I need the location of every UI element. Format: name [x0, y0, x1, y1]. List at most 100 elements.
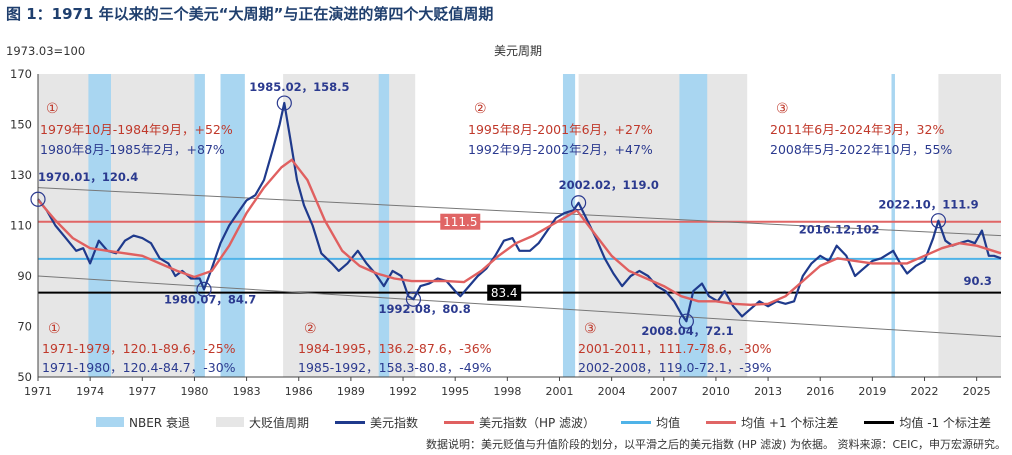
extremum-marker — [405, 291, 422, 307]
trend-lines — [37, 187, 1002, 338]
period-note-depreciation-dxy: 2002-2008，119.0-72.1，-39% — [578, 360, 772, 375]
extremum-label: 1970.01，120.4 — [38, 170, 138, 184]
extremum-label: 1985.02，158.5 — [249, 80, 349, 94]
nber-band — [88, 74, 112, 377]
nber-bands — [88, 74, 895, 377]
legend-label: 均值 +1 个标注差 — [741, 415, 839, 430]
period-note-number: ③ — [584, 321, 597, 337]
period-note-depreciation-dxy: 1971-1980，120.4-84.7，-30% — [42, 360, 236, 375]
legend-swatch — [96, 417, 124, 427]
y-tick-label: 130 — [10, 168, 32, 182]
period-note-number: ① — [46, 101, 59, 117]
x-tick-label: 1995 — [441, 385, 469, 398]
legend-label: 均值 -1 个标注差 — [899, 415, 992, 430]
dxy-series-line — [37, 101, 1002, 323]
deval-band — [578, 74, 748, 377]
nber-band — [679, 74, 708, 377]
legend-label: NBER 衰退 — [129, 415, 190, 430]
period-note-depreciation-dxy: 1985-1992，158.3-80.8，-49% — [298, 360, 492, 375]
legend-item: 均值 — [621, 414, 680, 431]
x-tick-label: 1977 — [128, 385, 156, 398]
x-tick-label: 1992 — [389, 385, 417, 398]
minus-sd-tag-label: 83.4 — [491, 286, 518, 300]
period-note-depreciation-hp: 2001-2011，111.7-78.6，-30% — [578, 341, 772, 356]
figure-title: 图 1：1971 年以来的三个美元“大周期”与正在演进的第四个大贬值周期 — [6, 5, 494, 23]
legend-item: 均值 -1 个标注差 — [864, 414, 991, 431]
period-note-appreciation-hp: 1979年10月-1984年9月，+52% — [40, 122, 233, 137]
extremum-label: 2022.10，111.9 — [878, 198, 978, 212]
x-tick-label: 2013 — [754, 385, 782, 398]
x-tick-label: 2001 — [545, 385, 573, 398]
period-note-appreciation-dxy: 1980年8月-1985年2月，+87% — [40, 142, 225, 157]
period-notes: ① 1979年10月-1984年9月，+52% 1980年8月-1985年2月，+8… — [40, 101, 952, 375]
extremum-label: 1992.08，80.8 — [378, 302, 470, 316]
series-lines — [37, 101, 1002, 323]
extremum-marker — [571, 195, 587, 211]
axes: 50 70 90 110 130 150 170 1971 1974 1977 1980 1983 19… — [6, 44, 1001, 398]
upper-trend-line — [37, 187, 1002, 237]
y-tick-label: 70 — [17, 320, 32, 334]
extremum-marker — [196, 281, 212, 297]
x-tick-label: 2025 — [963, 385, 991, 398]
period-note-depreciation-hp: 1971-1979，120.1-89.6，-25% — [42, 341, 236, 356]
period-note-depreciation-hp: 1984-1995，136.2-87.6，-36% — [298, 341, 492, 356]
deval-band — [938, 74, 1001, 377]
legend-item: NBER 衰退 — [96, 414, 190, 431]
x-tick-label: 2004 — [598, 385, 626, 398]
hp-series-line — [37, 158, 1002, 306]
period-note-number: ① — [48, 321, 61, 337]
chart-title: 美元周期 — [494, 44, 542, 58]
extremum-label: 2016.12,102 — [799, 223, 880, 237]
nber-band — [194, 74, 205, 377]
annotations: 1970.01，120.4 1980.07，84.7 1985.02，158.5 19… — [30, 80, 992, 338]
legend-label: 美元指数 — [369, 415, 418, 430]
x-tick-label: 2022 — [911, 385, 939, 398]
legend-item: 均值 +1 个标注差 — [706, 414, 838, 431]
legend-label: 美元指数（HP 滤波） — [478, 415, 596, 430]
extremum-label: 1980.07，84.7 — [164, 292, 256, 306]
legend-swatch — [443, 420, 474, 424]
x-tick-label: 1974 — [76, 385, 104, 398]
legend-item: 大贬值周期 — [215, 414, 309, 431]
period-note-appreciation-dxy: 1992年9月-2002年2月，+47% — [468, 142, 653, 157]
legend-item: 美元指数（HP 滤波） — [443, 414, 596, 431]
nber-band — [891, 74, 895, 377]
y-tick-label: 170 — [10, 67, 32, 81]
y-tick-label: 150 — [10, 118, 32, 132]
extremum-marker — [678, 313, 694, 329]
plus-sd-tag — [440, 213, 481, 230]
period-note-appreciation-dxy: 2008年5月-2022年10月，55% — [770, 142, 952, 157]
nber-band — [378, 74, 390, 377]
nber-band — [562, 74, 576, 377]
legend-swatch — [334, 420, 365, 424]
deval-bands — [38, 74, 1001, 377]
legend-swatch — [215, 417, 244, 427]
x-tick-label: 1971 — [24, 385, 52, 398]
legend: NBER 衰退 大贬值周期 美元指数 美元指数（HP 滤波） 均值 均值 +1 个标注差 均… — [96, 413, 1012, 431]
extremum-label: 2008.04，72.1 — [641, 324, 733, 338]
lower-trend-line — [37, 275, 1002, 338]
legend-swatch — [706, 420, 737, 424]
x-tick-label: 2019 — [858, 385, 886, 398]
legend-label: 大贬值周期 — [248, 415, 309, 430]
index-base-label: 1973.03=100 — [6, 44, 85, 58]
period-note-number: ③ — [776, 101, 789, 117]
legend-swatch — [621, 420, 652, 424]
period-note-number: ② — [474, 101, 487, 117]
extremum-label: 90.3 — [964, 274, 992, 288]
y-tick-label: 50 — [17, 370, 32, 384]
minus-sd-tag — [487, 284, 522, 301]
plus-sd-tag-label: 111.5 — [443, 215, 477, 229]
footnote: 数据说明：美元贬值与升值阶段的划分，以平滑之后的美元指数 (HP 滤波) 为依据… — [425, 438, 1006, 451]
x-tick-label: 1983 — [233, 385, 261, 398]
x-tick-label: 1989 — [337, 385, 365, 398]
extremum-marker — [30, 191, 46, 207]
x-tick-label: 1986 — [285, 385, 313, 398]
x-tick-label: 1998 — [493, 385, 521, 398]
extremum-marker — [930, 213, 947, 229]
period-note-appreciation-hp: 1995年8月-2001年6月，+27% — [468, 122, 653, 137]
extremum-label: 2002.02，119.0 — [559, 178, 659, 192]
legend-swatch — [864, 420, 895, 424]
x-tick-label: 1980 — [180, 385, 208, 398]
y-tick-label: 90 — [17, 269, 32, 283]
